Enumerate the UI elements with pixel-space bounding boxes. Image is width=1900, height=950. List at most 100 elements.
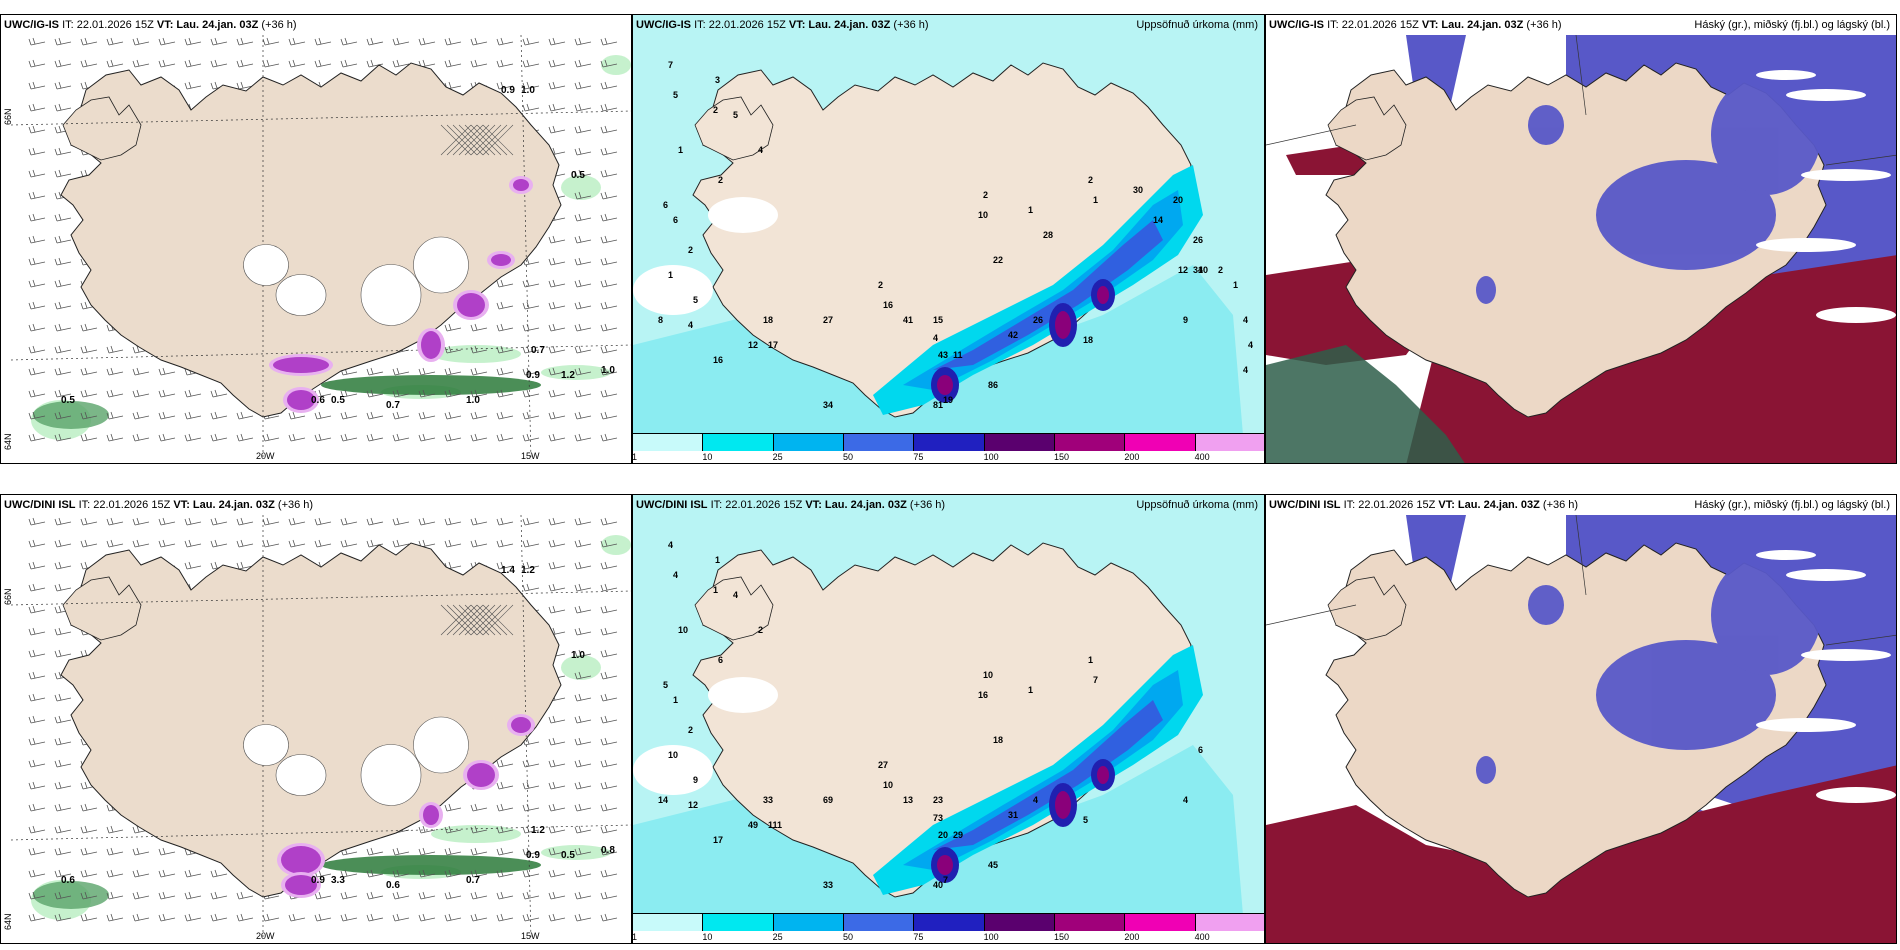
mslp-value-label: 0.5 [331,395,345,406]
mslp-value-label: 0.8 [601,845,615,856]
precip-panel-top: UWC/IG-IS IT: 22.01.2026 15Z VT: Lau. 24… [632,14,1265,464]
precip-value-label: 22 [993,255,1004,265]
precip-value-label: 73 [933,813,944,823]
mslp-value-label: 1.2 [561,370,575,381]
mslp-value-label: 0.6 [386,880,400,891]
precip-value-label: 33 [763,795,774,805]
precip-value-label: 6 [718,655,724,665]
precip-value-label: 5 [1083,815,1089,825]
colorbar-label: 150 [1054,932,1070,942]
precip-value-label: 4 [1243,315,1249,325]
panel-header: UWC/IG-IS IT: 22.01.2026 15Z VT: Lau. 24… [1269,19,1562,31]
hatched-precip [440,604,514,636]
precip-value-label: 18 [993,735,1004,745]
colorbar-swatch [844,913,915,931]
mslp-value-label: 0.6 [311,395,325,406]
lat-label: 64N [3,433,13,450]
precip-value-label: 1 [713,585,719,595]
mslp-value-label: 3.3 [331,875,345,886]
graticule [10,514,631,941]
graticule [10,34,631,461]
cloud-panel-top: UWC/IG-IS IT: 22.01.2026 15Z VT: Lau. 24… [1265,14,1897,464]
precip-value-label: 30 [1133,185,1144,195]
precip-value-label: 1 [1093,195,1099,205]
mslp-value-label: 1.0 [601,365,615,376]
colorbar-label: 75 [913,452,924,462]
mslp-value-label: 0.9 [501,85,515,96]
colorbar-label: 200 [1124,452,1140,462]
colorbar-swatch [1195,433,1264,451]
colorbar-swatch [773,433,844,451]
precip-value-label: 18 [1083,335,1094,345]
precip-value-label: 1 [1028,205,1034,215]
precip-value-label: 12 [688,800,699,810]
mslp-value-label: 0.5 [61,395,75,406]
precip-panel-bottom: UWC/DINI ISL IT: 22.01.2026 15Z VT: Lau.… [632,494,1265,944]
colorbar-swatch [984,913,1055,931]
precip-value-label: 10 [668,750,679,760]
precip-value-label: 1 [668,270,674,280]
lon-label: 20W [256,451,275,461]
lon-label: 15W [521,451,540,461]
precip-value-label: 41 [903,315,914,325]
precip-value-label: 10 [883,780,894,790]
mslp-value-label: 1.0 [521,85,535,96]
cloud-map [1266,495,1896,943]
precip-value-label: 42 [1008,330,1019,340]
colorbar-swatch [1055,913,1126,931]
mslp-value-label: 1.0 [571,650,585,661]
precip-value-label: 2 [718,175,724,185]
colorbar: 1 10 25 50 75 100 150 200 400 [633,913,1264,943]
precip-value-label: 6 [663,200,669,210]
mslp-panel-top: UWC/IG-IS IT: 22.01.2026 15Z VT: Lau. 24… [0,14,632,464]
colorbar-label: 400 [1194,452,1210,462]
colorbar-swatch [1055,433,1126,451]
mslp-map [1,15,631,463]
lon-label: 15W [521,931,540,941]
mslp-value-label: 0.5 [571,170,585,181]
lon-label: 20W [256,931,275,941]
mslp-value-label: 1.0 [466,395,480,406]
colorbar-swatch [703,913,774,931]
mslp-value-label: 0.7 [531,345,545,356]
graticule [1266,514,1896,646]
precip-value-label: 7 [1093,675,1099,685]
precip-value-label: 12 [1178,265,1189,275]
colorbar-swatch [633,913,704,931]
mslp-value-label: 1.2 [531,825,545,836]
clear-streaks [1756,70,1896,323]
colorbar-swatch [773,913,844,931]
precip-value-label: 111 [768,820,783,830]
precip-value-label: 4 [688,320,694,330]
precip-value-label: 29 [953,830,964,840]
mslp-value-label: 1.2 [521,565,535,576]
colorbar-label: 1 [632,932,638,942]
precip-value-label: 7 [943,875,949,885]
lat-label: 66N [3,108,13,125]
precip-value-label: 1 [1088,655,1094,665]
colorbar-swatch [914,433,985,451]
iceland-landmass [1325,542,1827,898]
precip-value-label: 10 [983,670,994,680]
precip-value-label: 27 [823,315,834,325]
colorbar-label: 25 [772,932,783,942]
lat-label: 64N [3,913,13,930]
precip-value-label: 10 [678,625,689,635]
precip-value-label: 40 [933,880,944,890]
precip-value-label: 33 [823,880,834,890]
precip-map [633,495,1264,943]
panel-header: UWC/DINI ISL IT: 22.01.2026 15Z VT: Lau.… [1269,499,1579,511]
mslp-value-label: 1.4 [501,565,515,576]
colorbar-label: 1 [632,452,638,462]
precip-value-label: 26 [1193,235,1204,245]
colorbar-swatch [633,433,704,451]
precip-value-label: 3 [715,75,721,85]
mslp-value-label: 0.6 [61,875,75,886]
colorbar-label: 200 [1124,932,1140,942]
precip-value-label: 28 [1043,230,1054,240]
mslp-map [1,495,631,943]
precip-value-label: 16 [883,300,894,310]
panel-header: UWC/DINI ISL IT: 22.01.2026 15Z VT: Lau.… [4,499,314,511]
precip-value-label: 5 [673,90,679,100]
precip-value-label: 14 [1153,215,1164,225]
